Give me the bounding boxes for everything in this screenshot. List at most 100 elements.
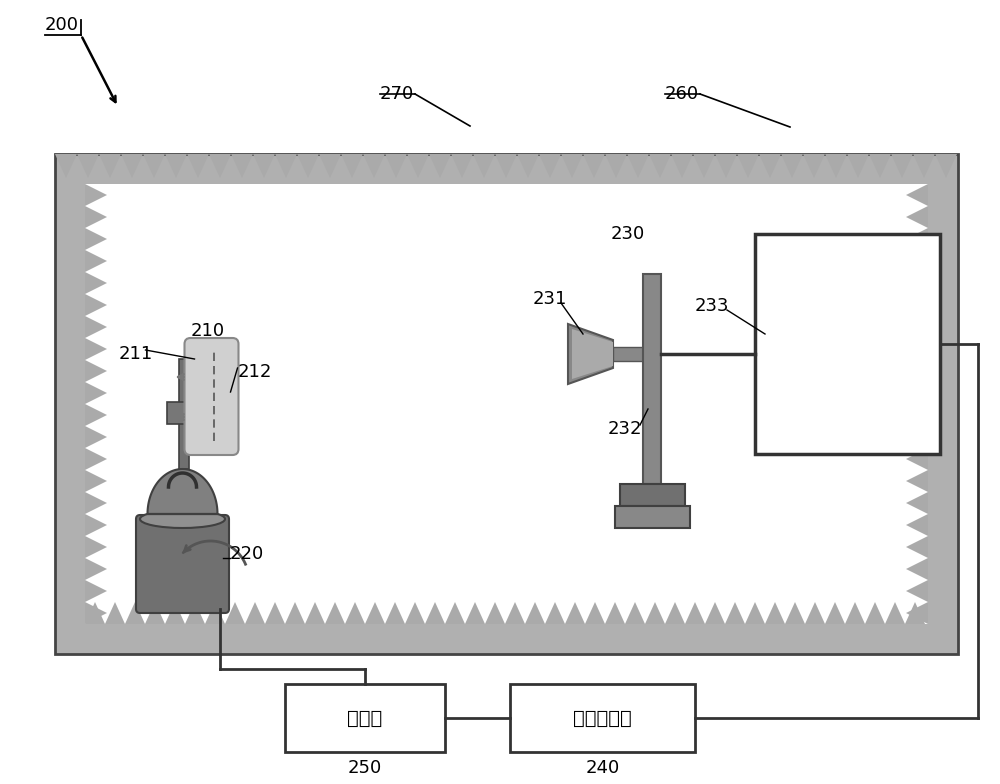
Polygon shape <box>85 492 107 514</box>
Polygon shape <box>85 470 107 492</box>
Text: 233: 233 <box>695 297 730 315</box>
Polygon shape <box>605 602 625 624</box>
Polygon shape <box>781 154 803 178</box>
Bar <box>510 684 695 752</box>
Polygon shape <box>85 184 107 206</box>
Bar <box>166 402 194 424</box>
Polygon shape <box>365 602 385 624</box>
Polygon shape <box>85 558 107 580</box>
Text: 240: 240 <box>585 759 620 777</box>
Polygon shape <box>715 154 737 178</box>
Polygon shape <box>85 294 107 316</box>
Polygon shape <box>85 316 107 338</box>
Polygon shape <box>275 154 297 178</box>
Polygon shape <box>765 602 785 624</box>
Polygon shape <box>85 272 107 294</box>
Polygon shape <box>725 602 745 624</box>
Polygon shape <box>363 154 385 178</box>
Polygon shape <box>225 602 245 624</box>
Polygon shape <box>85 338 107 360</box>
Polygon shape <box>869 154 891 178</box>
Polygon shape <box>165 602 185 624</box>
Polygon shape <box>568 324 613 384</box>
Text: 200: 200 <box>45 16 79 34</box>
Polygon shape <box>605 154 627 178</box>
Polygon shape <box>906 338 928 360</box>
Polygon shape <box>705 602 725 624</box>
Polygon shape <box>187 154 209 178</box>
Polygon shape <box>906 602 928 624</box>
Bar <box>643 274 661 484</box>
Polygon shape <box>585 602 605 624</box>
Polygon shape <box>905 602 925 624</box>
Polygon shape <box>935 154 957 178</box>
Polygon shape <box>429 154 451 178</box>
Polygon shape <box>906 514 928 536</box>
Polygon shape <box>906 536 928 558</box>
FancyBboxPatch shape <box>184 338 239 455</box>
Polygon shape <box>231 154 253 178</box>
Polygon shape <box>906 228 928 250</box>
Polygon shape <box>649 154 671 178</box>
Polygon shape <box>297 154 319 178</box>
Polygon shape <box>451 154 473 178</box>
Polygon shape <box>906 206 928 228</box>
Polygon shape <box>405 602 425 624</box>
Polygon shape <box>671 154 693 178</box>
Polygon shape <box>99 154 121 178</box>
Polygon shape <box>745 602 765 624</box>
Text: 功率检测仪: 功率检测仪 <box>573 709 632 728</box>
Text: 220: 220 <box>230 545 264 563</box>
Polygon shape <box>906 382 928 404</box>
Polygon shape <box>85 536 107 558</box>
Polygon shape <box>305 602 325 624</box>
Polygon shape <box>245 602 265 624</box>
Polygon shape <box>906 294 928 316</box>
Polygon shape <box>145 602 165 624</box>
Polygon shape <box>148 469 218 514</box>
Polygon shape <box>325 602 345 624</box>
Polygon shape <box>85 250 107 272</box>
Text: 250: 250 <box>348 759 382 777</box>
Polygon shape <box>561 154 583 178</box>
Polygon shape <box>625 602 645 624</box>
Polygon shape <box>906 404 928 426</box>
Polygon shape <box>125 602 145 624</box>
Polygon shape <box>495 154 517 178</box>
Polygon shape <box>525 602 545 624</box>
Polygon shape <box>85 580 107 602</box>
Text: 260: 260 <box>665 85 699 103</box>
Bar <box>85 184 928 624</box>
Polygon shape <box>425 602 445 624</box>
Text: 212: 212 <box>238 363 272 381</box>
Polygon shape <box>845 602 865 624</box>
Polygon shape <box>85 602 105 624</box>
Polygon shape <box>906 448 928 470</box>
Text: 232: 232 <box>608 420 642 438</box>
Polygon shape <box>505 602 525 624</box>
Polygon shape <box>209 154 231 178</box>
Polygon shape <box>85 360 107 382</box>
Polygon shape <box>185 602 205 624</box>
Text: 270: 270 <box>380 85 414 103</box>
Polygon shape <box>906 272 928 294</box>
Polygon shape <box>85 382 107 404</box>
Bar <box>285 684 445 752</box>
Polygon shape <box>906 316 928 338</box>
Polygon shape <box>906 184 928 206</box>
Polygon shape <box>85 228 107 250</box>
Polygon shape <box>906 250 928 272</box>
Text: 210: 210 <box>190 322 225 340</box>
Polygon shape <box>565 602 585 624</box>
Bar <box>620 484 684 506</box>
Polygon shape <box>105 602 125 624</box>
Polygon shape <box>645 602 665 624</box>
Polygon shape <box>85 514 107 536</box>
Polygon shape <box>665 602 685 624</box>
Polygon shape <box>85 404 107 426</box>
Polygon shape <box>865 602 885 624</box>
Polygon shape <box>77 154 99 178</box>
Polygon shape <box>285 602 305 624</box>
Polygon shape <box>847 154 869 178</box>
Polygon shape <box>85 602 107 624</box>
